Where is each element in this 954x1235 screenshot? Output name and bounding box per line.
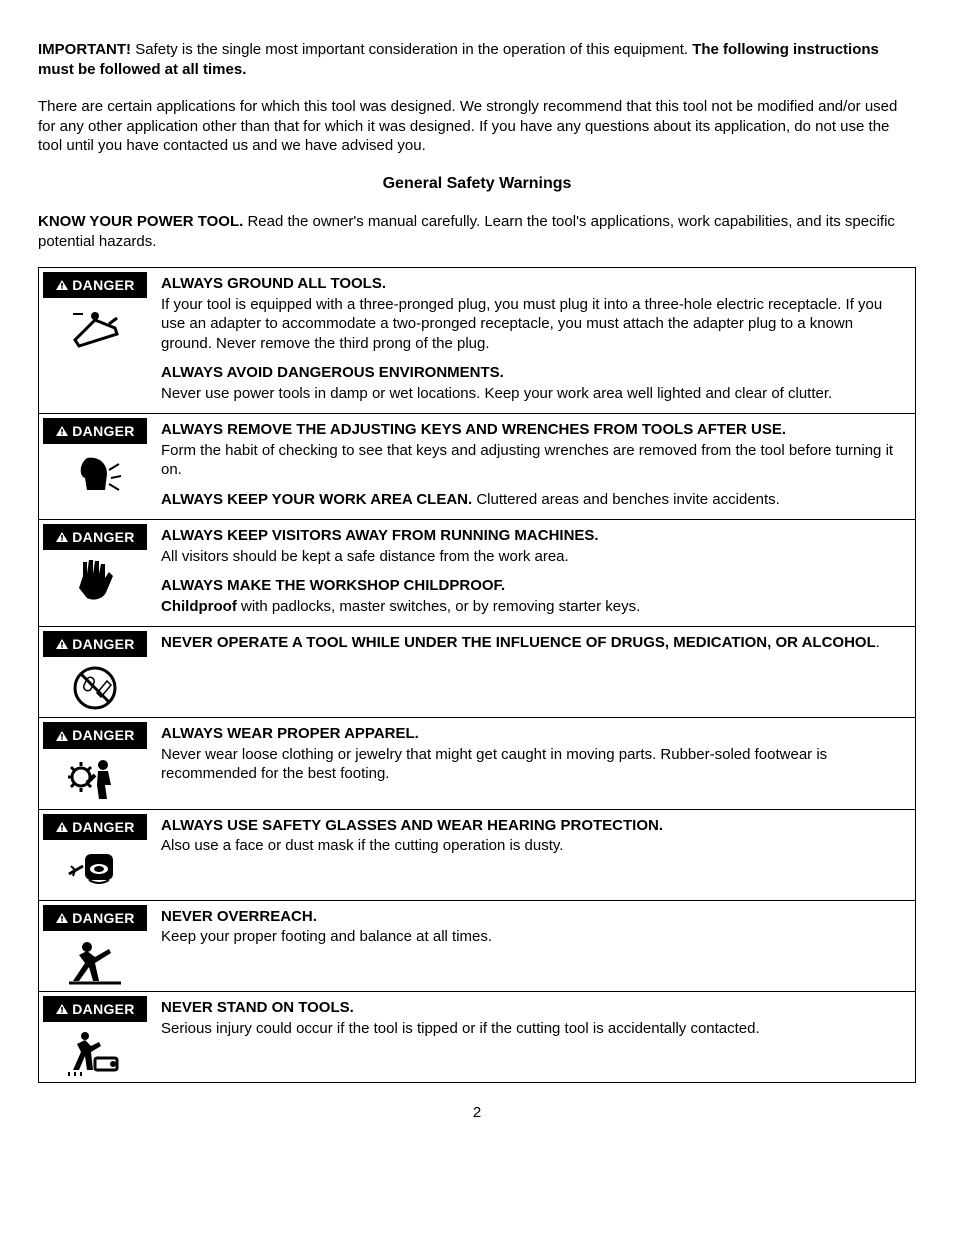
warning-text-column: ALWAYS REMOVE THE ADJUSTING KEYS AND WRE…: [151, 414, 915, 519]
warning-left-column: DANGER: [39, 268, 151, 413]
warning-heading: ALWAYS WEAR PROPER APPAREL.: [161, 725, 419, 742]
warning-item: ALWAYS WEAR PROPER APPAREL. Never wear lo…: [161, 724, 905, 784]
warning-triangle-icon: [55, 730, 69, 742]
warning-text-column: NEVER OPERATE A TOOL WHILE UNDER THE INF…: [151, 627, 915, 717]
warning-row: DANGER ALWAYS GROUND ALL TOOLS. If your to…: [39, 268, 915, 414]
warning-item: ALWAYS KEEP YOUR WORK AREA CLEAN. Clutte…: [161, 490, 905, 510]
warning-triangle-icon: [55, 1003, 69, 1015]
warning-item: ALWAYS USE SAFETY GLASSES AND WEAR HEARI…: [161, 816, 905, 856]
warning-heading: NEVER STAND ON TOOLS.: [161, 999, 354, 1016]
intro-paragraph-1: IMPORTANT! Safety is the single most imp…: [38, 40, 916, 79]
warning-heading: ALWAYS AVOID DANGEROUS ENVIRONMENTS.: [161, 364, 504, 381]
warning-body: If your tool is equipped with a three-pr…: [161, 295, 905, 354]
warning-row: DANGER ALWAYS WEAR PROPER APPAREL. Never w…: [39, 718, 915, 809]
danger-badge: DANGER: [43, 996, 147, 1022]
danger-badge: DANGER: [43, 272, 147, 298]
intro-paragraph-2: There are certain applications for which…: [38, 97, 916, 156]
warning-text-column: ALWAYS USE SAFETY GLASSES AND WEAR HEARI…: [151, 810, 915, 900]
warning-item: ALWAYS AVOID DANGEROUS ENVIRONMENTS. Neve…: [161, 363, 905, 403]
warning-body: Serious injury could occur if the tool i…: [161, 1019, 905, 1039]
hand-icon: [65, 556, 125, 606]
warning-left-column: DANGER: [39, 627, 151, 717]
intro-p1-text: Safety is the single most important cons…: [131, 41, 692, 58]
goggles-icon: [65, 846, 125, 896]
warning-item: NEVER OPERATE A TOOL WHILE UNDER THE INF…: [161, 633, 905, 653]
warning-row: DANGER ALWAYS USE SAFETY GLASSES AND WEAR…: [39, 810, 915, 901]
warning-heading: ALWAYS USE SAFETY GLASSES AND WEAR HEARI…: [161, 817, 663, 834]
warning-body: Keep your proper footing and balance at …: [161, 927, 905, 947]
warning-triangle-icon: [55, 279, 69, 291]
warning-body: Childproof with padlocks, master switche…: [161, 597, 905, 617]
warning-text-column: NEVER STAND ON TOOLS. Serious injury coul…: [151, 992, 915, 1082]
stand-on-tool-icon: [65, 1028, 125, 1078]
gear-person-icon: [65, 755, 125, 805]
no-drugs-icon: [65, 663, 125, 713]
warning-row: DANGER ALWAYS KEEP VISITORS AWAY FROM RUN…: [39, 520, 915, 627]
warning-item: ALWAYS REMOVE THE ADJUSTING KEYS AND WRE…: [161, 420, 905, 480]
warning-item: NEVER OVERREACH. Keep your proper footing…: [161, 907, 905, 947]
warning-row: DANGER NEVER STAND ON TOOLS. Serious injur…: [39, 992, 915, 1082]
warning-triangle-icon: [55, 912, 69, 924]
warning-body: Never wear loose clothing or jewelry tha…: [161, 745, 905, 784]
danger-label: DANGER: [72, 818, 134, 836]
warning-text-column: NEVER OVERREACH. Keep your proper footing…: [151, 901, 915, 991]
warning-heading: ALWAYS REMOVE THE ADJUSTING KEYS AND WRE…: [161, 421, 786, 438]
warning-triangle-icon: [55, 531, 69, 543]
warning-left-column: DANGER: [39, 718, 151, 808]
warning-row: DANGER NEVER OPERATE A TOOL WHILE UNDER T…: [39, 627, 915, 718]
warning-item: ALWAYS MAKE THE WORKSHOP CHILDPROOF. Chil…: [161, 576, 905, 616]
warning-body: All visitors should be kept a safe dista…: [161, 547, 905, 567]
danger-label: DANGER: [72, 726, 134, 744]
warning-text-column: ALWAYS GROUND ALL TOOLS. If your tool is …: [151, 268, 915, 413]
danger-label: DANGER: [72, 422, 134, 440]
danger-badge: DANGER: [43, 814, 147, 840]
page-number: 2: [38, 1103, 916, 1123]
section-heading: General Safety Warnings: [38, 174, 916, 195]
warning-item: ALWAYS KEEP VISITORS AWAY FROM RUNNING M…: [161, 526, 905, 566]
danger-badge: DANGER: [43, 722, 147, 748]
danger-badge: DANGER: [43, 524, 147, 550]
danger-badge: DANGER: [43, 631, 147, 657]
important-label: IMPORTANT!: [38, 41, 131, 58]
danger-badge: DANGER: [43, 418, 147, 444]
warning-left-column: DANGER: [39, 901, 151, 991]
warning-left-column: DANGER: [39, 810, 151, 900]
warning-triangle-icon: [55, 425, 69, 437]
warning-heading: ALWAYS KEEP YOUR WORK AREA CLEAN.: [161, 491, 472, 508]
warning-item: ALWAYS GROUND ALL TOOLS. If your tool is …: [161, 274, 905, 353]
warning-left-column: DANGER: [39, 414, 151, 519]
warning-row: DANGER NEVER OVERREACH. Keep your proper f…: [39, 901, 915, 992]
danger-label: DANGER: [72, 528, 134, 546]
warning-heading: ALWAYS MAKE THE WORKSHOP CHILDPROOF.: [161, 577, 505, 594]
grinder-icon: [65, 304, 125, 354]
warning-item: NEVER STAND ON TOOLS. Serious injury coul…: [161, 998, 905, 1038]
warning-heading: NEVER OPERATE A TOOL WHILE UNDER THE INF…: [161, 634, 880, 651]
head-debris-icon: [65, 450, 125, 500]
know-lead: KNOW YOUR POWER TOOL.: [38, 213, 243, 230]
warning-heading: NEVER OVERREACH.: [161, 908, 317, 925]
know-tool-paragraph: KNOW YOUR POWER TOOL. Read the owner's m…: [38, 212, 916, 251]
danger-label: DANGER: [72, 276, 134, 294]
overreach-icon: [65, 937, 125, 987]
warning-heading: ALWAYS KEEP VISITORS AWAY FROM RUNNING M…: [161, 527, 599, 544]
danger-label: DANGER: [72, 1000, 134, 1018]
warning-triangle-icon: [55, 821, 69, 833]
warning-text-column: ALWAYS KEEP VISITORS AWAY FROM RUNNING M…: [151, 520, 915, 626]
warning-heading: ALWAYS GROUND ALL TOOLS.: [161, 275, 386, 292]
danger-badge: DANGER: [43, 905, 147, 931]
danger-label: DANGER: [72, 909, 134, 927]
warning-body: Cluttered areas and benches invite accid…: [472, 491, 780, 508]
warning-body: Never use power tools in damp or wet loc…: [161, 384, 905, 404]
warning-left-column: DANGER: [39, 520, 151, 626]
warning-left-column: DANGER: [39, 992, 151, 1082]
warning-row: DANGER ALWAYS REMOVE THE ADJUSTING KEYS A…: [39, 414, 915, 520]
warning-text-column: ALWAYS WEAR PROPER APPAREL. Never wear lo…: [151, 718, 915, 808]
warning-triangle-icon: [55, 638, 69, 650]
warning-body: Also use a face or dust mask if the cutt…: [161, 836, 905, 856]
warning-body: Form the habit of checking to see that k…: [161, 441, 905, 480]
danger-label: DANGER: [72, 635, 134, 653]
warnings-table: DANGER ALWAYS GROUND ALL TOOLS. If your to…: [38, 267, 916, 1083]
